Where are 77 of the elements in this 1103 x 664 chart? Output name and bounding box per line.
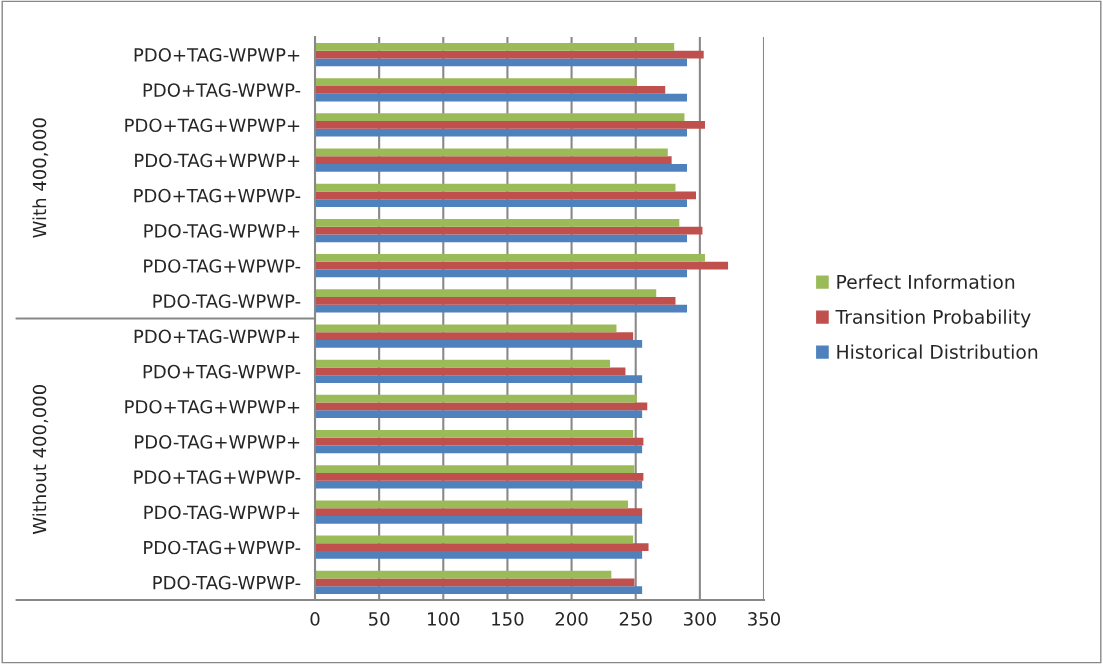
x-tick-label: 300 — [684, 612, 716, 626]
bar — [315, 85, 666, 94]
bar — [315, 515, 643, 524]
bar — [315, 234, 688, 243]
bar — [315, 367, 626, 376]
legend-label: Perfect Information — [837, 274, 1015, 289]
y-tick-label: PDO-TAG+WPWP+ — [135, 153, 300, 168]
bar — [315, 50, 704, 59]
x-tick-label: 0 — [310, 612, 320, 626]
bar — [315, 508, 643, 516]
bar — [315, 394, 637, 403]
text: With 400,000 — [32, 118, 49, 238]
bar — [315, 465, 635, 473]
x-tick-label: 50 — [369, 612, 390, 626]
y-tick-label: PDO+TAG-WPWP+ — [134, 48, 300, 62]
x-tick-label: 200 — [555, 612, 588, 626]
bar — [315, 121, 705, 129]
bar — [315, 297, 676, 305]
y-tick-label: PDO-TAG+WPWP+ — [135, 435, 300, 449]
bar — [315, 535, 634, 544]
bar — [315, 332, 634, 340]
bar — [315, 445, 643, 454]
bar — [315, 254, 705, 262]
y-tick-label: PDO-TAG-WPWP- — [153, 294, 301, 309]
y-tick-label: PDO-TAG+WPWP- — [144, 540, 301, 555]
legend-label: Transition Probability — [835, 309, 1031, 328]
bar — [315, 578, 635, 587]
y-tick-label: PDO-TAG+WPWP- — [144, 259, 301, 273]
bar — [315, 164, 688, 172]
y-tick-label: PDO+TAG-WPWP- — [143, 364, 301, 379]
bar — [315, 42, 675, 51]
bar — [315, 191, 697, 200]
y-tick-label: PDO+TAG-WPWP- — [143, 83, 301, 97]
bar — [315, 128, 688, 137]
y-tick-label: PDO-TAG-WPWP+ — [144, 223, 300, 238]
bar — [315, 156, 672, 165]
bar — [315, 430, 634, 438]
y-tick-label: PDO+TAG+WPWP+ — [125, 399, 300, 414]
y-tick-label: PDO+TAG-WPWP+ — [134, 329, 300, 344]
bar — [315, 261, 729, 270]
y-tick-label: PDO-TAG-WPWP+ — [144, 505, 300, 520]
bar — [315, 93, 688, 102]
bar — [315, 269, 688, 278]
bar — [315, 551, 643, 559]
bar — [315, 339, 643, 348]
y-tick-label: PDO-TAG-WPWP- — [153, 575, 301, 590]
x-tick-label: 350 — [748, 612, 781, 626]
x-tick-label: 100 — [428, 612, 460, 626]
bar — [315, 324, 617, 333]
bar — [315, 480, 643, 489]
bar — [315, 402, 648, 411]
x-tick-label: 150 — [492, 612, 524, 626]
x-tick-label: 250 — [619, 612, 652, 626]
y-tick-label: PDO+TAG+WPWP- — [134, 470, 301, 484]
bar — [315, 58, 688, 67]
bar — [315, 437, 644, 446]
legend-label: Historical Distribution — [837, 344, 1038, 359]
bar — [315, 500, 629, 509]
bar — [315, 289, 657, 298]
bar — [315, 359, 611, 368]
bar — [315, 570, 612, 579]
bar — [315, 304, 688, 313]
bar — [315, 113, 685, 122]
y-tick-label: PDO+TAG+WPWP- — [134, 188, 301, 203]
bar — [315, 375, 643, 383]
bar — [315, 410, 643, 419]
bar — [315, 78, 637, 86]
bar — [315, 543, 649, 552]
bar — [315, 199, 688, 207]
bar — [315, 586, 643, 595]
bar — [315, 226, 703, 235]
bar — [315, 183, 676, 192]
bar — [315, 148, 668, 157]
bar — [315, 218, 680, 227]
text: Without 400,000 — [32, 384, 49, 535]
y-tick-label: PDO+TAG+WPWP+ — [125, 118, 300, 133]
bar — [315, 472, 644, 481]
